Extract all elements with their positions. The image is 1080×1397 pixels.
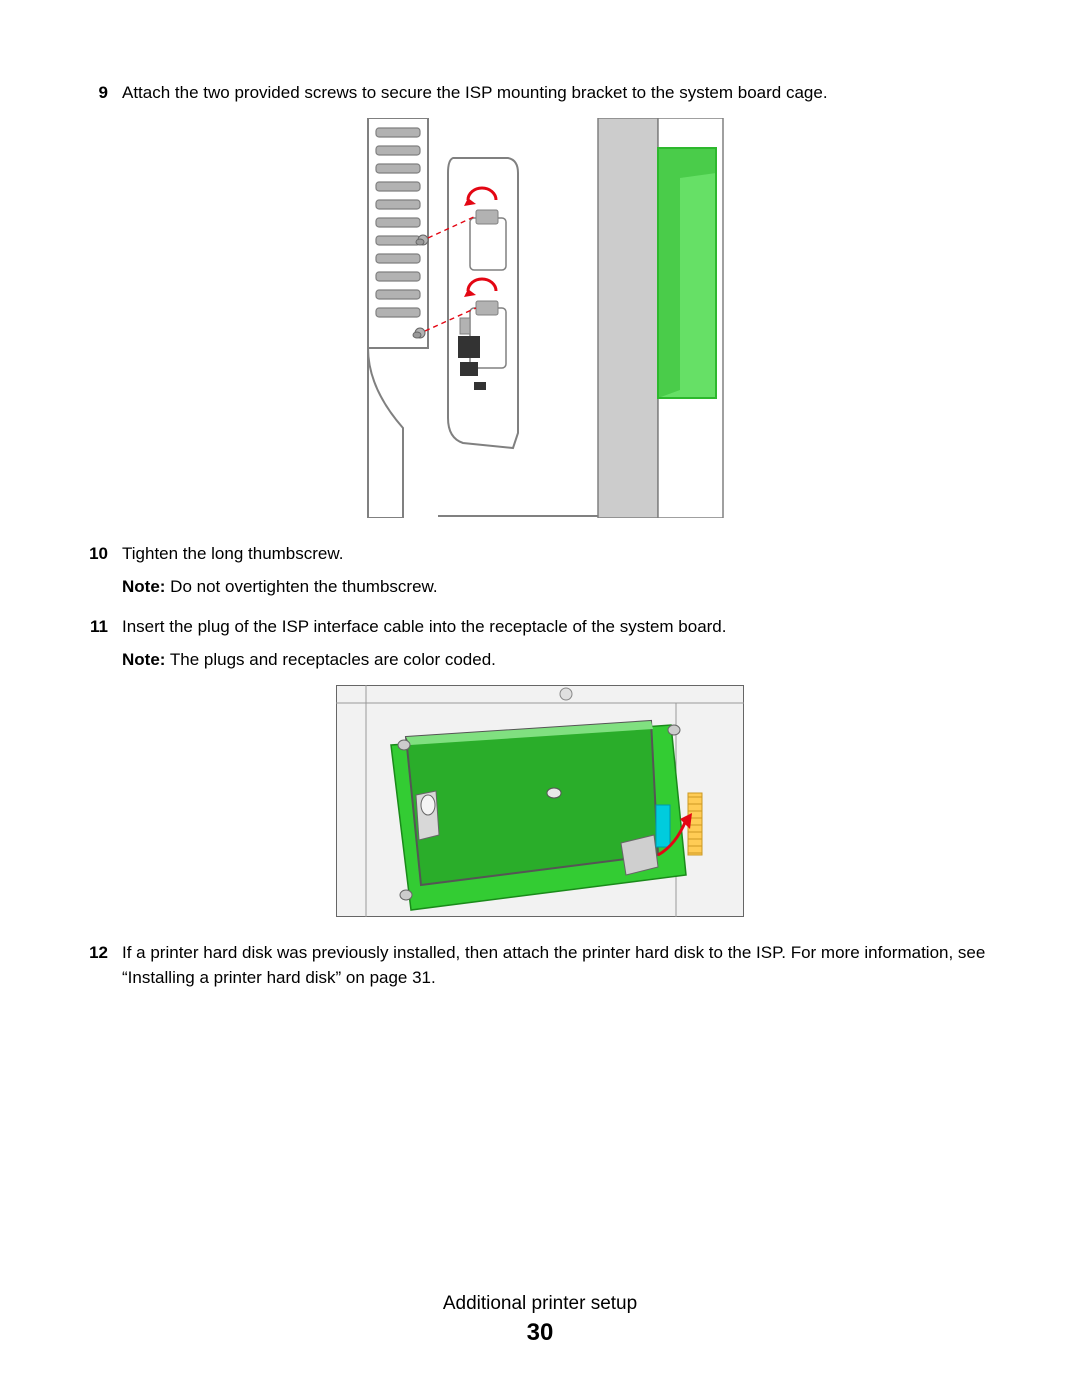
note-label: Note: — [122, 650, 165, 669]
step-text: Insert the plug of the ISP interface cab… — [122, 614, 1000, 640]
note-label: Note: — [122, 577, 165, 596]
figure-2 — [80, 685, 1000, 922]
step-text: Tighten the long thumbscrew. — [122, 541, 1000, 567]
note: Note: The plugs and receptacles are colo… — [122, 647, 1000, 673]
step-text: Attach the two provided screws to secure… — [122, 80, 1000, 106]
note: Note: Do not overtighten the thumbscrew. — [122, 574, 1000, 600]
step-number: 10 — [80, 541, 108, 567]
note-text: The plugs and receptacles are color code… — [165, 650, 495, 669]
step-number: 11 — [80, 614, 108, 640]
figure-1 — [80, 118, 1000, 523]
footer-page-number: 30 — [0, 1319, 1080, 1347]
step-number: 9 — [80, 80, 108, 106]
page-footer: Additional printer setup 30 — [0, 1293, 1080, 1347]
step-number: 12 — [80, 940, 108, 966]
footer-section-title: Additional printer setup — [0, 1293, 1080, 1315]
note-text: Do not overtighten the thumbscrew. — [165, 577, 437, 596]
step-text: If a printer hard disk was previously in… — [122, 940, 1000, 991]
